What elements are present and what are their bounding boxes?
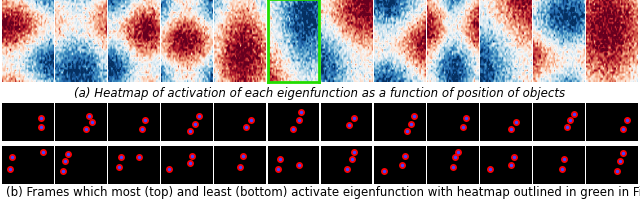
Text: (b) Frames which most (top) and least (bottom) activate eigenfunction with heatm: (b) Frames which most (top) and least (b…	[6, 185, 640, 198]
Text: (a) Heatmap of activation of each eigenfunction as a function of position of obj: (a) Heatmap of activation of each eigenf…	[74, 86, 566, 99]
